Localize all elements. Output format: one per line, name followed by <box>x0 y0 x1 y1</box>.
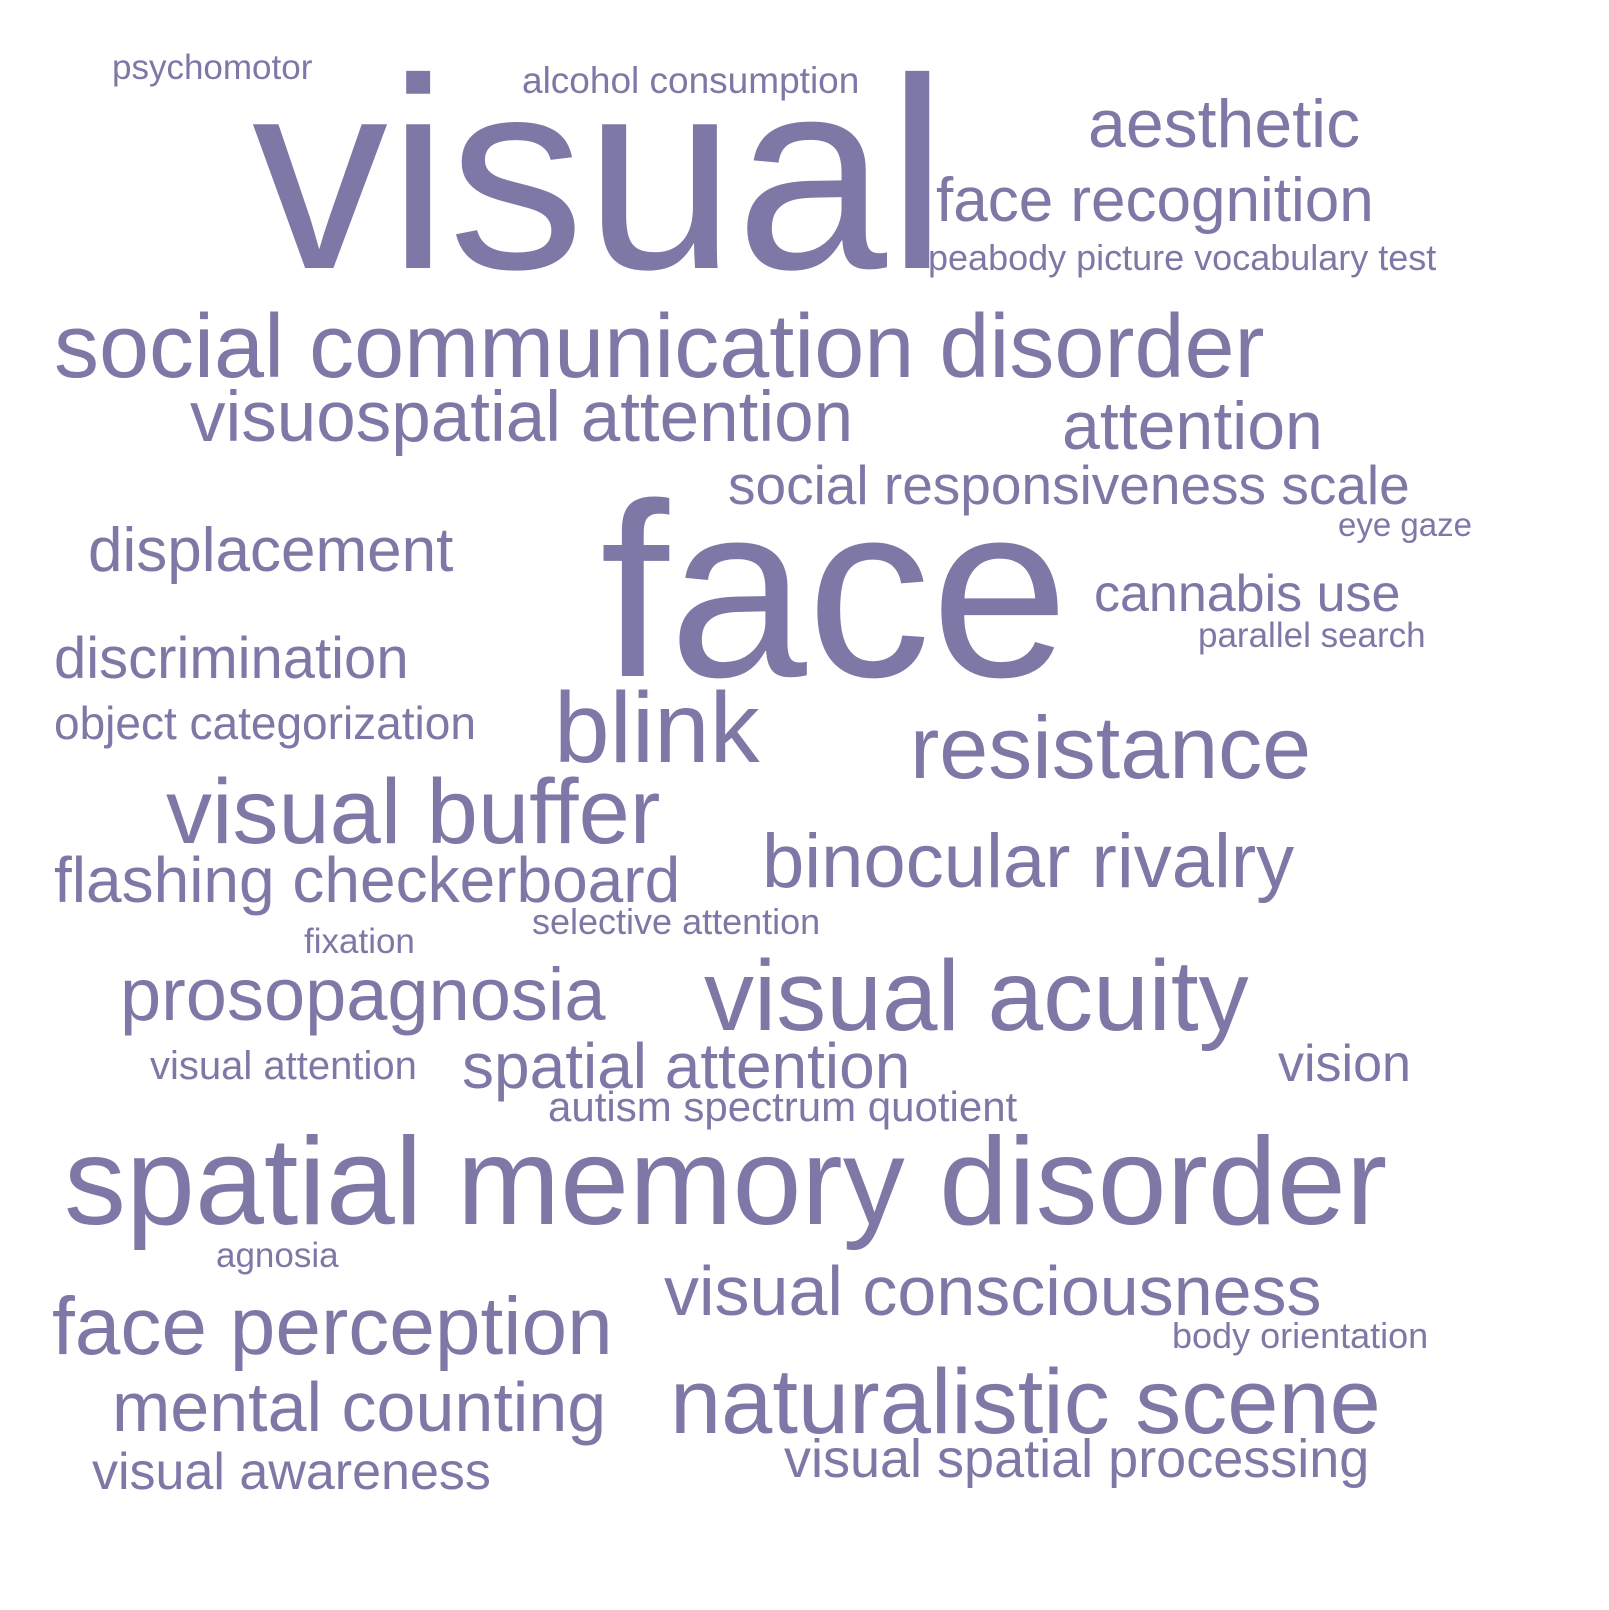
word-vision: vision <box>1278 1035 1411 1093</box>
word-displacement: displacement <box>88 516 454 585</box>
word-visual-attention: visual attention <box>150 1044 417 1088</box>
word-eye-gaze: eye gaze <box>1338 506 1472 543</box>
word-social-communication-disorder: social communication disorder <box>54 297 1265 397</box>
word-face: face <box>600 451 1069 729</box>
word-blink: blink <box>554 672 760 784</box>
word-visual-awareness: visual awareness <box>92 1443 491 1501</box>
word-visuospatial-attention: visuospatial attention <box>190 378 854 457</box>
word-parallel-search: parallel search <box>1198 616 1426 655</box>
word-face-perception: face perception <box>52 1281 613 1372</box>
word-visual: visual <box>252 22 948 326</box>
word-binocular-rivalry: binocular rivalry <box>762 819 1295 904</box>
word-visual-consciousness: visual consciousness <box>664 1252 1322 1330</box>
word-peabody: peabody picture vocabulary test <box>928 237 1437 278</box>
word-agnosia: agnosia <box>216 1236 339 1275</box>
word-object-categorization: object categorization <box>54 697 476 749</box>
word-attention: attention <box>1062 388 1323 464</box>
word-aesthetic: aesthetic <box>1088 86 1361 162</box>
word-spatial-memory-disorder: spatial memory disorder <box>64 1113 1388 1251</box>
word-cannabis-use: cannabis use <box>1094 565 1401 623</box>
word-flashing-checkerboard: flashing checkerboard <box>54 844 681 916</box>
word-social-responsiveness-scale: social responsiveness scale <box>728 454 1410 516</box>
word-selective-attention: selective attention <box>532 901 821 942</box>
word-mental-counting: mental counting <box>112 1368 607 1446</box>
word-naturalistic-scene: naturalistic scene <box>670 1351 1381 1453</box>
word-fixation: fixation <box>304 922 415 961</box>
word-alcohol-consumption: alcohol consumption <box>522 60 860 101</box>
word-visual-acuity: visual acuity <box>704 940 1249 1052</box>
word-visual-spatial-processing: visual spatial processing <box>784 1429 1370 1489</box>
word-discrimination: discrimination <box>54 626 409 691</box>
word-psychomotor: psychomotor <box>112 48 313 87</box>
word-face-recognition: face recognition <box>936 166 1374 235</box>
word-autism-spectrum-quotient: autism spectrum quotient <box>548 1083 1018 1130</box>
word-spatial-attention: spatial attention <box>462 1030 911 1102</box>
word-visual-buffer: visual buffer <box>166 761 661 863</box>
word-resistance: resistance <box>910 698 1312 797</box>
word-prosopagnosia: prosopagnosia <box>120 953 606 1036</box>
word-body-orientation: body orientation <box>1172 1315 1429 1356</box>
